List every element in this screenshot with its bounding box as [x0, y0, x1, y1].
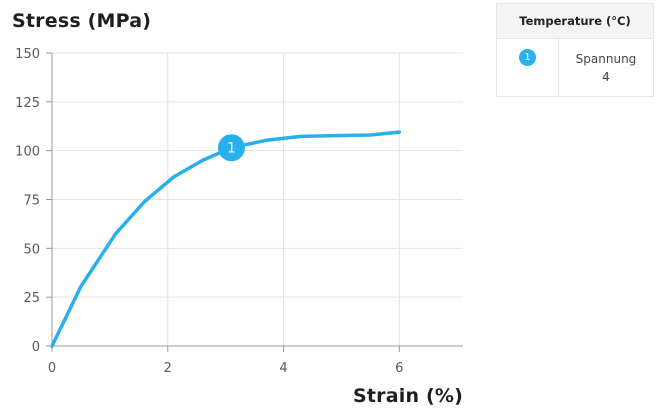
- legend-label-cell: Spannung 4: [559, 39, 653, 97]
- legend-marker-cell: 1: [497, 39, 559, 97]
- annotation-marker: [217, 134, 245, 162]
- y-axis-title: Stress (MPa): [12, 10, 152, 32]
- y-tick-label: 25: [23, 291, 40, 306]
- y-tick-label: 100: [15, 145, 40, 160]
- legend-series-value: 4: [602, 70, 610, 84]
- y-tick-label: 125: [15, 96, 40, 111]
- y-tick-label: 75: [23, 194, 40, 209]
- y-tick-label: 150: [15, 47, 40, 62]
- x-axis-title: Strain (%): [352, 385, 463, 407]
- chart-svg: 0 25 50 75 100 125 150 0 2 4 6 1: [15, 47, 463, 376]
- y-tick-label: 0: [32, 340, 40, 355]
- series-line: [50, 130, 402, 348]
- legend-title: Temperature (°C): [497, 4, 653, 39]
- legend-table: Temperature (°C) 1 Spannung 4: [496, 3, 654, 97]
- x-tick-label: 0: [48, 361, 56, 376]
- legend-marker-badge: 1: [519, 49, 536, 66]
- legend-series-name: Spannung: [575, 52, 637, 66]
- annotation-label: 1: [227, 141, 236, 157]
- x-tick-label: 6: [395, 361, 403, 376]
- x-tick-label: 4: [279, 361, 287, 376]
- legend-row: 1 Spannung 4: [497, 39, 653, 97]
- chart-area: Stress (MPa) 0 25 50 75 100 125 150 0 2 4 6 1 Strai…: [12, 10, 463, 407]
- y-tick-label: 50: [23, 242, 40, 257]
- x-tick-label: 2: [164, 361, 172, 376]
